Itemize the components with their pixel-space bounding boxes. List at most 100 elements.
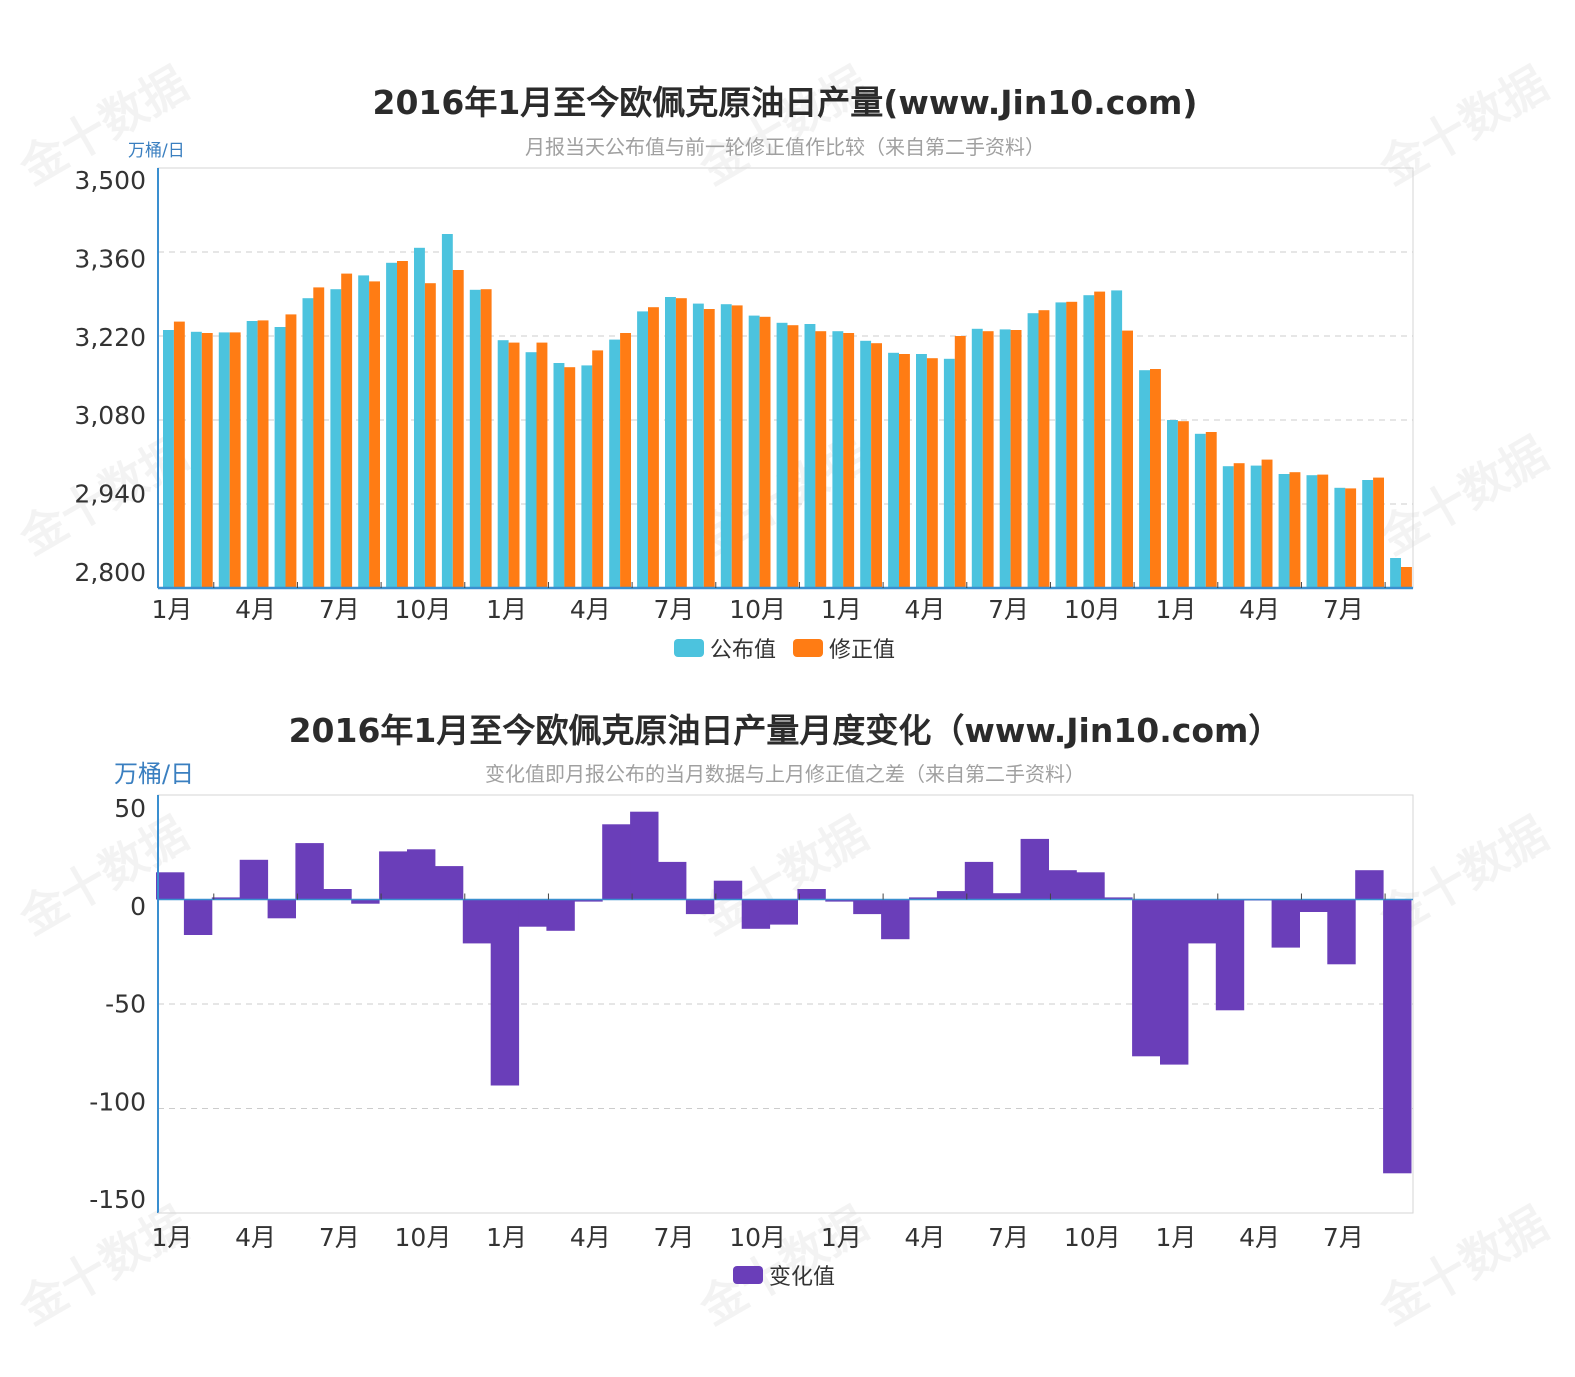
bar-published[interactable] (1167, 420, 1178, 588)
bar-published[interactable] (1083, 295, 1095, 588)
bar-revised[interactable] (1010, 330, 1022, 588)
bar-revised[interactable] (369, 281, 380, 588)
bar-revised[interactable] (1094, 291, 1106, 588)
bar-revised[interactable] (899, 354, 910, 588)
bar-published[interactable] (999, 329, 1011, 588)
bar-revised[interactable] (313, 287, 325, 588)
bar-revised[interactable] (257, 320, 269, 588)
bar-published[interactable] (943, 358, 955, 588)
bar-published[interactable] (330, 289, 342, 588)
bar-published[interactable] (860, 340, 872, 588)
bar-published[interactable] (386, 262, 397, 588)
bar-change[interactable] (741, 899, 771, 929)
bar-published[interactable] (1278, 474, 1290, 588)
bar-revised[interactable] (508, 342, 520, 588)
bar-change[interactable] (434, 866, 464, 900)
bar-change[interactable] (797, 889, 826, 900)
bar-change[interactable] (1355, 870, 1384, 900)
bar-revised[interactable] (675, 298, 687, 588)
bar-revised[interactable] (648, 307, 659, 588)
bar-change[interactable] (323, 889, 352, 900)
bar-revised[interactable] (1345, 488, 1357, 588)
bar-revised[interactable] (229, 332, 241, 588)
bar-published[interactable] (469, 289, 481, 588)
bar-revised[interactable] (536, 342, 548, 588)
bar-published[interactable] (1306, 475, 1318, 588)
legend-swatch-change[interactable] (733, 1266, 763, 1284)
bar-revised[interactable] (703, 309, 715, 588)
bar-published[interactable] (1334, 487, 1346, 588)
bar-revised[interactable] (1150, 369, 1161, 588)
bar-published[interactable] (218, 332, 230, 588)
legend-swatch-revised[interactable] (793, 639, 823, 657)
bar-change[interactable] (602, 824, 631, 900)
bar-revised[interactable] (787, 325, 799, 588)
bar-published[interactable] (720, 304, 732, 588)
bar-change[interactable] (1299, 899, 1328, 913)
bar-revised[interactable] (731, 305, 743, 588)
bar-published[interactable] (441, 234, 453, 588)
bar-published[interactable] (748, 315, 760, 588)
bar-revised[interactable] (1289, 472, 1301, 588)
bar-revised[interactable] (620, 333, 631, 588)
bar-change[interactable] (630, 811, 659, 900)
bar-change[interactable] (1383, 899, 1412, 1174)
bar-revised[interactable] (480, 289, 492, 588)
bar-revised[interactable] (1261, 459, 1273, 588)
bar-published[interactable] (776, 322, 788, 588)
bar-revised[interactable] (1205, 432, 1217, 588)
bar-published[interactable] (553, 363, 565, 588)
bar-published[interactable] (274, 327, 286, 588)
bar-change[interactable] (769, 899, 798, 925)
bar-revised[interactable] (341, 273, 353, 588)
bar-published[interactable] (1027, 313, 1039, 588)
bar-revised[interactable] (173, 321, 185, 588)
bar-change[interactable] (295, 843, 324, 900)
bar-change[interactable] (267, 899, 296, 919)
bar-revised[interactable] (954, 336, 966, 588)
bar-change[interactable] (1215, 899, 1245, 1011)
bar-revised[interactable] (982, 331, 994, 588)
bar-published[interactable] (637, 311, 648, 588)
bar-published[interactable] (665, 297, 676, 588)
bar-change[interactable] (713, 880, 743, 900)
bar-change[interactable] (379, 851, 408, 900)
bar-change[interactable] (964, 861, 994, 900)
bar-change[interactable] (183, 899, 213, 936)
bar-published[interactable] (1139, 370, 1150, 588)
bar-change[interactable] (992, 893, 1022, 900)
bar-revised[interactable] (564, 367, 576, 588)
bar-revised[interactable] (1177, 421, 1189, 588)
bar-published[interactable] (1111, 290, 1123, 588)
bar-change[interactable] (1104, 897, 1133, 900)
bar-published[interactable] (525, 352, 537, 588)
bar-change[interactable] (1048, 870, 1077, 900)
bar-change[interactable] (518, 899, 547, 927)
bar-revised[interactable] (285, 314, 297, 588)
bar-revised[interactable] (424, 283, 436, 588)
bar-published[interactable] (497, 340, 509, 588)
bar-published[interactable] (1194, 433, 1206, 588)
bar-published[interactable] (1222, 466, 1234, 588)
bar-revised[interactable] (843, 333, 855, 588)
legend-swatch-published[interactable] (674, 639, 704, 657)
bar-revised[interactable] (815, 331, 827, 588)
bar-revised[interactable] (592, 350, 604, 588)
bar-published[interactable] (163, 330, 174, 588)
bar-change[interactable] (1187, 899, 1217, 944)
bar-change[interactable] (1327, 899, 1356, 965)
bar-revised[interactable] (871, 343, 882, 588)
bar-change[interactable] (490, 899, 520, 1086)
bar-revised[interactable] (1038, 310, 1050, 588)
bar-published[interactable] (414, 247, 425, 589)
bar-change[interactable] (1271, 899, 1300, 948)
bar-published[interactable] (832, 331, 844, 588)
bar-published[interactable] (302, 298, 314, 588)
bar-published[interactable] (971, 328, 983, 588)
bar-published[interactable] (916, 354, 927, 588)
bar-change[interactable] (936, 891, 966, 900)
bar-change[interactable] (1076, 872, 1105, 900)
bar-published[interactable] (581, 365, 593, 588)
bar-revised[interactable] (1373, 477, 1384, 588)
bar-change[interactable] (658, 861, 687, 900)
